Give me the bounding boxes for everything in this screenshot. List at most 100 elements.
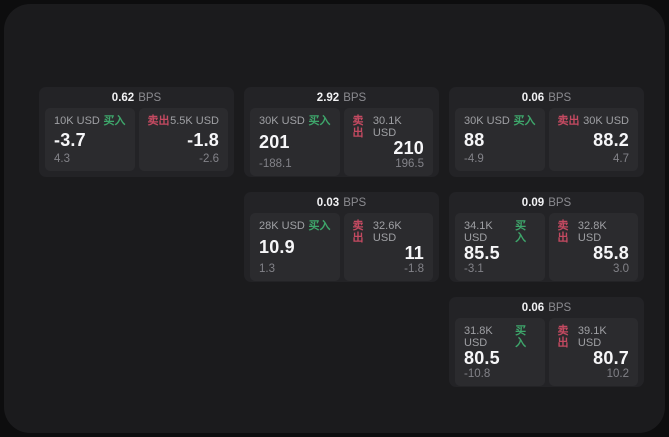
buy-sub-value: -4.9: [464, 153, 484, 165]
sell-quote-tile[interactable]: 卖出 5.5K USD -1.8 -2.6: [138, 108, 228, 171]
buy-sub-value: -188.1: [259, 158, 292, 170]
spread-header: 0.03 BPS: [244, 192, 439, 213]
sell-price-value: 210: [393, 138, 424, 158]
spread-header: 0.06 BPS: [449, 87, 644, 108]
sell-side-tag: 卖出: [557, 325, 569, 349]
quote-body: 30K USD 买入 201 -188.1 卖出 30.1K USD 210 1…: [244, 108, 439, 177]
sell-quote-tile[interactable]: 卖出 32.6K USD 11 -1.8: [343, 213, 433, 281]
buy-sub-value: -10.8: [464, 368, 491, 380]
buy-top-row: 28K USD 买入: [259, 220, 331, 232]
buy-amount-label: 34.1K USD: [464, 220, 493, 244]
sell-price-value: 85.8: [593, 243, 629, 263]
quote-body: 30K USD 买入 88 -4.9 卖出 30K USD 88.2 4.7: [449, 108, 644, 177]
sell-amount-label: 30.1K USD: [372, 115, 402, 139]
buy-quote-tile[interactable]: 30K USD 买入 201 -188.1: [250, 108, 340, 176]
buy-price-value: 88: [464, 129, 485, 150]
sell-sub-value: 196.5: [395, 158, 424, 170]
sell-sub-value: -1.8: [404, 263, 424, 275]
spread-unit-label: BPS: [548, 301, 572, 314]
quote-cards-grid: 0.62 BPS 10K USD 买入 -3.7 4.3 卖出 5.5K USD…: [39, 87, 644, 387]
buy-top-row: 31.8K USD 买入: [464, 325, 536, 349]
sell-sub-value: -2.6: [199, 153, 219, 165]
buy-amount-label: 30K USD: [464, 115, 510, 127]
spread-unit-label: BPS: [138, 91, 162, 104]
buy-price-value: -3.7: [54, 129, 86, 150]
quote-body: 10K USD 买入 -3.7 4.3 卖出 5.5K USD -1.8 -2.…: [39, 108, 234, 177]
spread-unit-label: BPS: [548, 91, 572, 104]
buy-quote-tile[interactable]: 28K USD 买入 10.9 1.3: [250, 213, 340, 281]
sell-sub-value: 10.2: [606, 368, 629, 380]
spread-value: 0.06: [521, 301, 545, 314]
sell-top-row: 卖出 32.6K USD: [353, 220, 425, 244]
spread-unit-label: BPS: [548, 196, 572, 209]
spread-header: 0.09 BPS: [449, 192, 644, 213]
quote-card: 0.06 BPS 31.8K USD 买入 80.5 -10.8 卖出 39.1…: [449, 297, 644, 387]
buy-amount-label: 30K USD: [259, 115, 305, 127]
buy-side-tag: 买入: [308, 220, 331, 232]
quote-card: 0.09 BPS 34.1K USD 买入 85.5 -3.1 卖出 32.8K…: [449, 192, 644, 282]
sell-price-value: 80.7: [593, 348, 629, 368]
sell-amount-label: 32.8K USD: [577, 220, 607, 244]
spread-header: 2.92 BPS: [244, 87, 439, 108]
buy-side-tag: 买入: [515, 325, 527, 349]
buy-price-value: 85.5: [464, 243, 500, 263]
spread-unit-label: BPS: [343, 196, 367, 209]
buy-side-tag: 买入: [515, 220, 527, 244]
spread-value: 0.09: [521, 196, 545, 209]
sell-top-row: 卖出 39.1K USD: [558, 325, 630, 349]
buy-side-tag: 买入: [308, 115, 331, 127]
quote-card: 0.03 BPS 28K USD 买入 10.9 1.3 卖出 32.6K US…: [244, 192, 439, 282]
buy-top-row: 30K USD 买入: [464, 115, 536, 127]
buy-sub-value: 1.3: [259, 263, 275, 275]
sell-amount-label: 32.6K USD: [372, 220, 402, 244]
sell-side-tag: 卖出: [557, 115, 580, 127]
quote-card: 0.62 BPS 10K USD 买入 -3.7 4.3 卖出 5.5K USD…: [39, 87, 234, 177]
buy-side-tag: 买入: [103, 115, 126, 127]
sell-amount-label: 30K USD: [583, 115, 629, 127]
sell-sub-value: 3.0: [613, 263, 629, 275]
main-panel: 0.62 BPS 10K USD 买入 -3.7 4.3 卖出 5.5K USD…: [4, 4, 665, 433]
sell-quote-tile[interactable]: 卖出 39.1K USD 80.7 10.2: [548, 318, 638, 386]
spread-header: 0.06 BPS: [449, 297, 644, 318]
sell-quote-tile[interactable]: 卖出 32.8K USD 85.8 3.0: [548, 213, 638, 281]
sell-amount-label: 5.5K USD: [170, 115, 219, 127]
sell-side-tag: 卖出: [557, 220, 569, 244]
sell-side-tag: 卖出: [147, 115, 170, 127]
sell-top-row: 卖出 5.5K USD: [148, 115, 220, 127]
sell-side-tag: 卖出: [352, 220, 364, 244]
buy-quote-tile[interactable]: 30K USD 买入 88 -4.9: [455, 108, 545, 171]
spread-value: 2.92: [316, 91, 340, 104]
sell-side-tag: 卖出: [352, 115, 364, 139]
buy-quote-tile[interactable]: 31.8K USD 买入 80.5 -10.8: [455, 318, 545, 386]
sell-amount-label: 39.1K USD: [577, 325, 607, 349]
spread-unit-label: BPS: [343, 91, 367, 104]
buy-price-value: 10.9: [259, 237, 295, 257]
buy-amount-label: 31.8K USD: [464, 325, 493, 349]
buy-amount-label: 28K USD: [259, 220, 305, 232]
quote-card: 0.06 BPS 30K USD 买入 88 -4.9 卖出 30K USD 8…: [449, 87, 644, 177]
sell-price-value: 11: [404, 243, 424, 263]
buy-quote-tile[interactable]: 10K USD 买入 -3.7 4.3: [45, 108, 135, 171]
sell-price-value: 88.2: [593, 129, 629, 150]
quote-body: 34.1K USD 买入 85.5 -3.1 卖出 32.8K USD 85.8…: [449, 213, 644, 282]
sell-sub-value: 4.7: [613, 153, 629, 165]
spread-value: 0.62: [111, 91, 135, 104]
sell-price-value: -1.8: [187, 129, 219, 150]
sell-top-row: 卖出 32.8K USD: [558, 220, 630, 244]
buy-sub-value: -3.1: [464, 263, 484, 275]
sell-quote-tile[interactable]: 卖出 30K USD 88.2 4.7: [548, 108, 638, 171]
buy-price-value: 201: [259, 132, 290, 152]
spread-value: 0.03: [316, 196, 340, 209]
quote-body: 31.8K USD 买入 80.5 -10.8 卖出 39.1K USD 80.…: [449, 318, 644, 387]
sell-top-row: 卖出 30.1K USD: [353, 115, 425, 139]
sell-quote-tile[interactable]: 卖出 30.1K USD 210 196.5: [343, 108, 433, 176]
buy-amount-label: 10K USD: [54, 115, 100, 127]
buy-price-value: 80.5: [464, 348, 500, 368]
spread-value: 0.06: [521, 91, 545, 104]
quote-body: 28K USD 买入 10.9 1.3 卖出 32.6K USD 11 -1.8: [244, 213, 439, 282]
buy-top-row: 30K USD 买入: [259, 115, 331, 127]
sell-top-row: 卖出 30K USD: [558, 115, 630, 127]
buy-top-row: 34.1K USD 买入: [464, 220, 536, 244]
buy-quote-tile[interactable]: 34.1K USD 买入 85.5 -3.1: [455, 213, 545, 281]
buy-side-tag: 买入: [513, 115, 536, 127]
